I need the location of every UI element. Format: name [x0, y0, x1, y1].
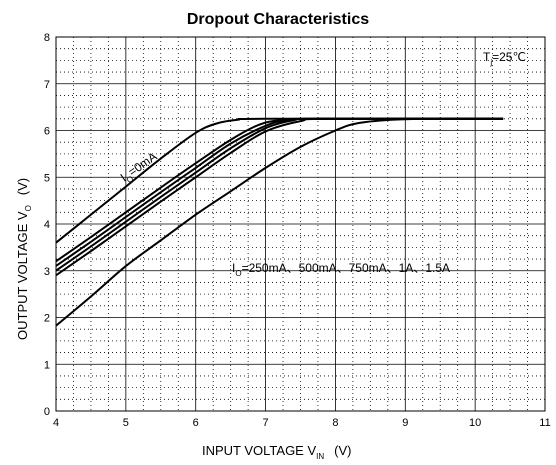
y-tick-label: 0 — [44, 406, 50, 418]
x-tick-label: 9 — [402, 417, 408, 429]
series-layer — [56, 117, 504, 328]
x-axis-label-sub: IN — [316, 452, 324, 461]
y-axis-label-main: OUTPUT VOLTAGE V — [15, 211, 30, 340]
x-tick-label: 4 — [53, 417, 59, 429]
x-tick-label: 5 — [123, 417, 129, 429]
y-tick-labels: 0 1 2 3 4 5 6 7 8 — [44, 32, 50, 418]
plot-frame — [55, 36, 546, 412]
annotation-temperature: Tj=25℃ — [483, 50, 526, 67]
series-line-6 — [56, 117, 504, 328]
x-axis-label-unit: (V) — [334, 443, 351, 458]
x-tick-label: 8 — [332, 417, 338, 429]
y-tick-label: 4 — [44, 219, 50, 231]
y-tick-label: 2 — [44, 313, 50, 325]
x-tick-label: 6 — [193, 417, 199, 429]
y-tick-label: 6 — [44, 126, 50, 138]
y-tick-label: 1 — [44, 359, 50, 371]
x-tick-labels: 4 5 6 7 8 9 10 11 — [53, 417, 551, 429]
annotation-io-zero: IO=0mA — [118, 149, 162, 187]
series-line-5 — [56, 117, 504, 277]
x-tick-label: 7 — [263, 417, 269, 429]
y-tick-label: 7 — [44, 79, 50, 91]
x-axis-label: INPUT VOLTAGE VIN (V) — [202, 443, 351, 461]
x-axis-label-main: INPUT VOLTAGE V — [202, 443, 316, 458]
y-tick-label: 3 — [44, 266, 50, 278]
y-axis-label-unit: (V) — [15, 178, 30, 195]
y-tick-label: 5 — [44, 172, 50, 184]
x-tick-label: 10 — [469, 417, 481, 429]
y-tick-label: 8 — [44, 32, 50, 44]
chart-title: Dropout Characteristics — [187, 11, 369, 28]
x-tick-label: 11 — [539, 417, 550, 429]
y-axis-label: OUTPUT VOLTAGE VO (V) — [15, 178, 33, 340]
annotation-io-loads: IO=250mA、500mA、750mA、1A、1.5A — [232, 261, 450, 278]
y-axis-label-sub: O — [24, 205, 33, 211]
